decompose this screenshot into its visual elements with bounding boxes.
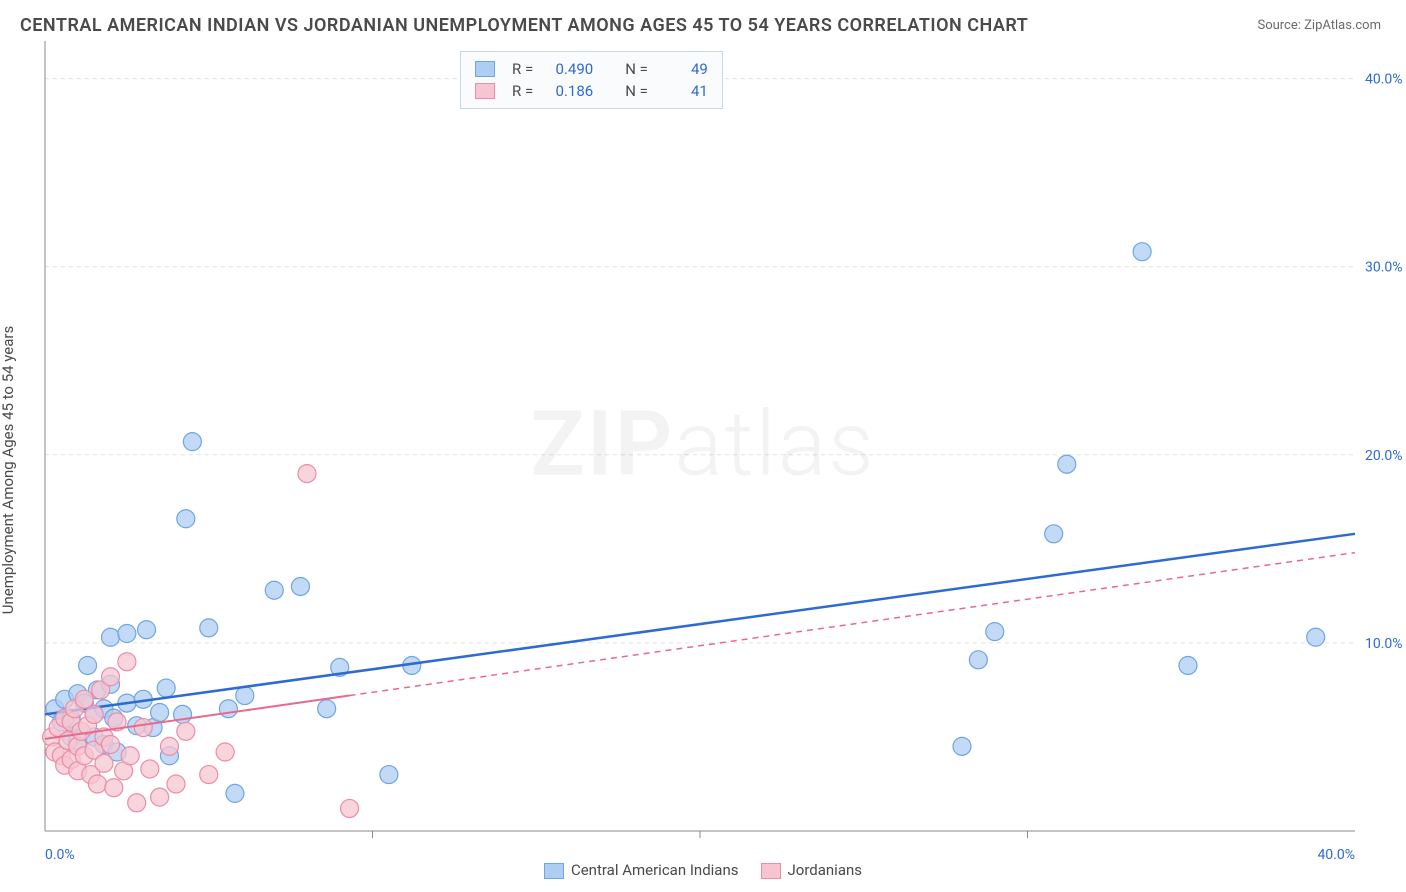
svg-text:40.0%: 40.0% [1365, 72, 1403, 88]
stat-r-value: 0.490 [543, 60, 593, 78]
stat-r-value: 0.186 [543, 82, 593, 100]
scatter-plot-svg: 10.0%20.0%30.0%40.0%0.0%40.0% [0, 41, 1406, 881]
series-legend: Central American Indians Jordanians [0, 861, 1406, 879]
stat-n-value: 49 [658, 60, 708, 78]
legend-item: Central American Indians [544, 861, 739, 879]
header-bar: CENTRAL AMERICAN INDIAN VS JORDANIAN UNE… [0, 0, 1406, 41]
svg-text:20.0%: 20.0% [1365, 448, 1403, 464]
source-attribution: Source: ZipAtlas.com [1257, 18, 1381, 33]
stat-r-label: R = [512, 82, 533, 100]
chart-container: Unemployment Among Ages 45 to 54 years 1… [0, 41, 1406, 881]
stats-swatch [475, 83, 495, 99]
stats-legend-box: R = 0.490 N = 49 R = 0.186 N = 41 [460, 51, 723, 109]
chart-title: CENTRAL AMERICAN INDIAN VS JORDANIAN UNE… [20, 15, 1028, 36]
stat-n-label: N = [625, 82, 648, 100]
legend-item: Jordanians [761, 861, 863, 879]
stats-row: R = 0.490 N = 49 [475, 58, 708, 80]
legend-swatch [761, 863, 781, 879]
svg-text:10.0%: 10.0% [1365, 636, 1403, 652]
stats-swatch [475, 61, 495, 77]
stats-row: R = 0.186 N = 41 [475, 80, 708, 102]
stat-n-value: 41 [658, 82, 708, 100]
stat-n-label: N = [625, 60, 648, 78]
svg-text:30.0%: 30.0% [1365, 260, 1403, 276]
legend-swatch [544, 863, 564, 879]
stat-r-label: R = [512, 60, 533, 78]
